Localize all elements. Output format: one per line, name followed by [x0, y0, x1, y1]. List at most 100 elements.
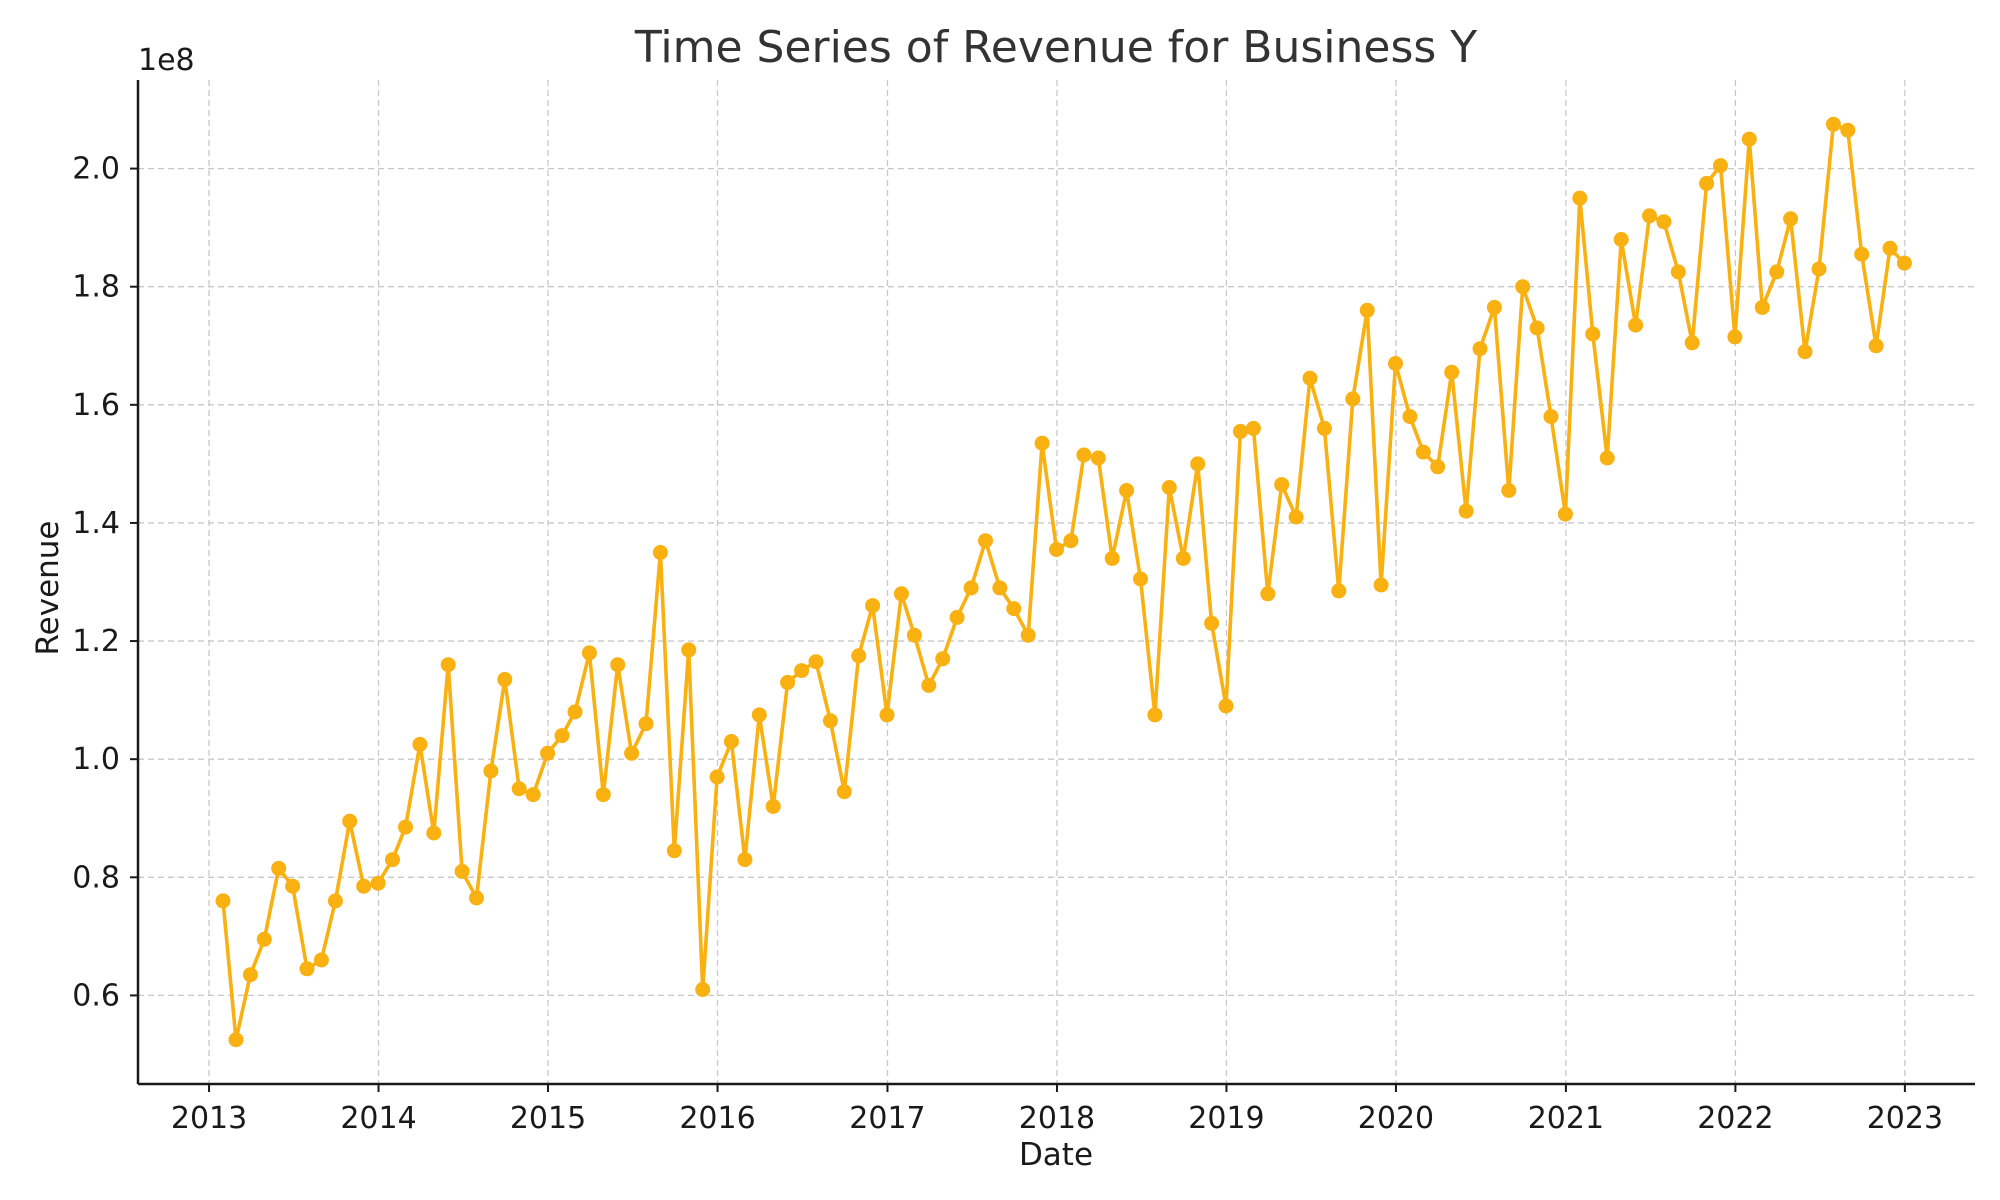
data-point: [681, 642, 697, 658]
x-tick-label: 2023: [1867, 1101, 1943, 1136]
data-point: [1133, 571, 1148, 587]
data-point: [327, 893, 343, 909]
data-point: [285, 878, 301, 894]
data-point: [228, 1032, 244, 1048]
data-point: [1458, 503, 1474, 519]
data-point: [822, 713, 838, 729]
data-point: [935, 651, 951, 667]
x-tick-label: 2019: [1188, 1101, 1264, 1136]
data-point: [581, 645, 597, 661]
y-tick-label: 0.6: [72, 978, 120, 1013]
data-point: [1882, 240, 1898, 256]
data-point: [1854, 246, 1870, 262]
data-point: [242, 967, 258, 983]
data-point: [271, 860, 287, 876]
data-point: [1670, 264, 1686, 280]
data-point: [595, 787, 611, 803]
x-tick-label: 2017: [849, 1101, 925, 1136]
data-point: [836, 784, 852, 800]
data-point: [879, 707, 895, 723]
data-point: [1727, 329, 1743, 345]
data-point: [1402, 409, 1418, 425]
data-point: [256, 931, 272, 947]
grid: [138, 80, 1975, 1084]
x-tick-label: 2020: [1358, 1101, 1434, 1136]
data-point: [497, 671, 513, 687]
data-point: [1119, 483, 1135, 498]
data-point: [737, 852, 753, 868]
data-point: [1825, 116, 1841, 132]
data-point: [666, 843, 682, 859]
data-point: [356, 878, 372, 894]
data-point: [765, 798, 781, 814]
data-point: [1656, 214, 1672, 230]
x-tick-label: 2021: [1528, 1101, 1604, 1136]
revenue-series-line: [221, 122, 1906, 1042]
y-tick-label: 0.8: [72, 860, 120, 895]
data-point: [1388, 356, 1403, 371]
data-point: [1415, 444, 1431, 460]
data-point: [1585, 326, 1601, 342]
data-point: [1486, 299, 1502, 315]
data-point: [1628, 317, 1644, 333]
data-point: [1359, 302, 1375, 318]
data-point: [1020, 627, 1036, 643]
data-point: [540, 745, 556, 761]
data-point: [610, 657, 626, 673]
data-point: [440, 657, 456, 673]
data-point: [1543, 409, 1559, 425]
data-point: [299, 961, 315, 977]
data-point: [1444, 364, 1460, 380]
data-point: [1868, 338, 1884, 354]
data-point: [1501, 483, 1517, 498]
data-point: [1373, 577, 1389, 593]
series: [215, 116, 1912, 1048]
y-tick-label: 1.2: [72, 624, 120, 659]
y-tick-label: 1.4: [72, 506, 120, 541]
x-tick-label: 2015: [510, 1101, 586, 1136]
data-point: [469, 890, 484, 906]
data-point: [554, 728, 570, 744]
data-point: [1529, 320, 1545, 336]
data-point: [1316, 420, 1332, 436]
data-point: [1430, 459, 1446, 475]
data-point: [1713, 158, 1728, 174]
data-point: [1840, 122, 1856, 138]
data-point: [1063, 533, 1079, 549]
data-point: [963, 580, 979, 596]
data-point: [313, 952, 329, 968]
data-point: [483, 763, 499, 779]
data-point: [1572, 190, 1588, 206]
data-point: [851, 648, 867, 664]
data-point: [921, 677, 937, 693]
data-point: [949, 609, 965, 625]
data-point: [1218, 698, 1234, 714]
data-point: [1811, 261, 1827, 277]
data-point: [1699, 175, 1715, 191]
chart-title: Time Series of Revenue for Business Y: [634, 22, 1477, 73]
data-point: [1147, 707, 1163, 723]
data-point: [1472, 341, 1488, 357]
data-point: [978, 533, 993, 549]
data-point: [370, 875, 386, 891]
data-point: [1515, 279, 1531, 295]
data-point: [906, 627, 922, 643]
data-point: [1034, 435, 1050, 451]
data-point: [1260, 586, 1276, 602]
data-point: [1204, 615, 1220, 631]
y-axis-label: Revenue: [30, 520, 66, 655]
data-point: [1049, 542, 1064, 557]
data-point: [1190, 456, 1206, 472]
data-point: [1741, 131, 1757, 147]
data-point: [1769, 264, 1785, 280]
data-point: [1783, 211, 1799, 227]
data-point: [1331, 583, 1347, 599]
data-point: [695, 982, 711, 997]
data-point: [215, 893, 231, 909]
data-point: [893, 586, 909, 602]
y-offset-label: 1e8: [138, 43, 195, 78]
data-point: [992, 580, 1008, 596]
data-point: [1896, 255, 1912, 271]
data-point: [1245, 420, 1261, 436]
